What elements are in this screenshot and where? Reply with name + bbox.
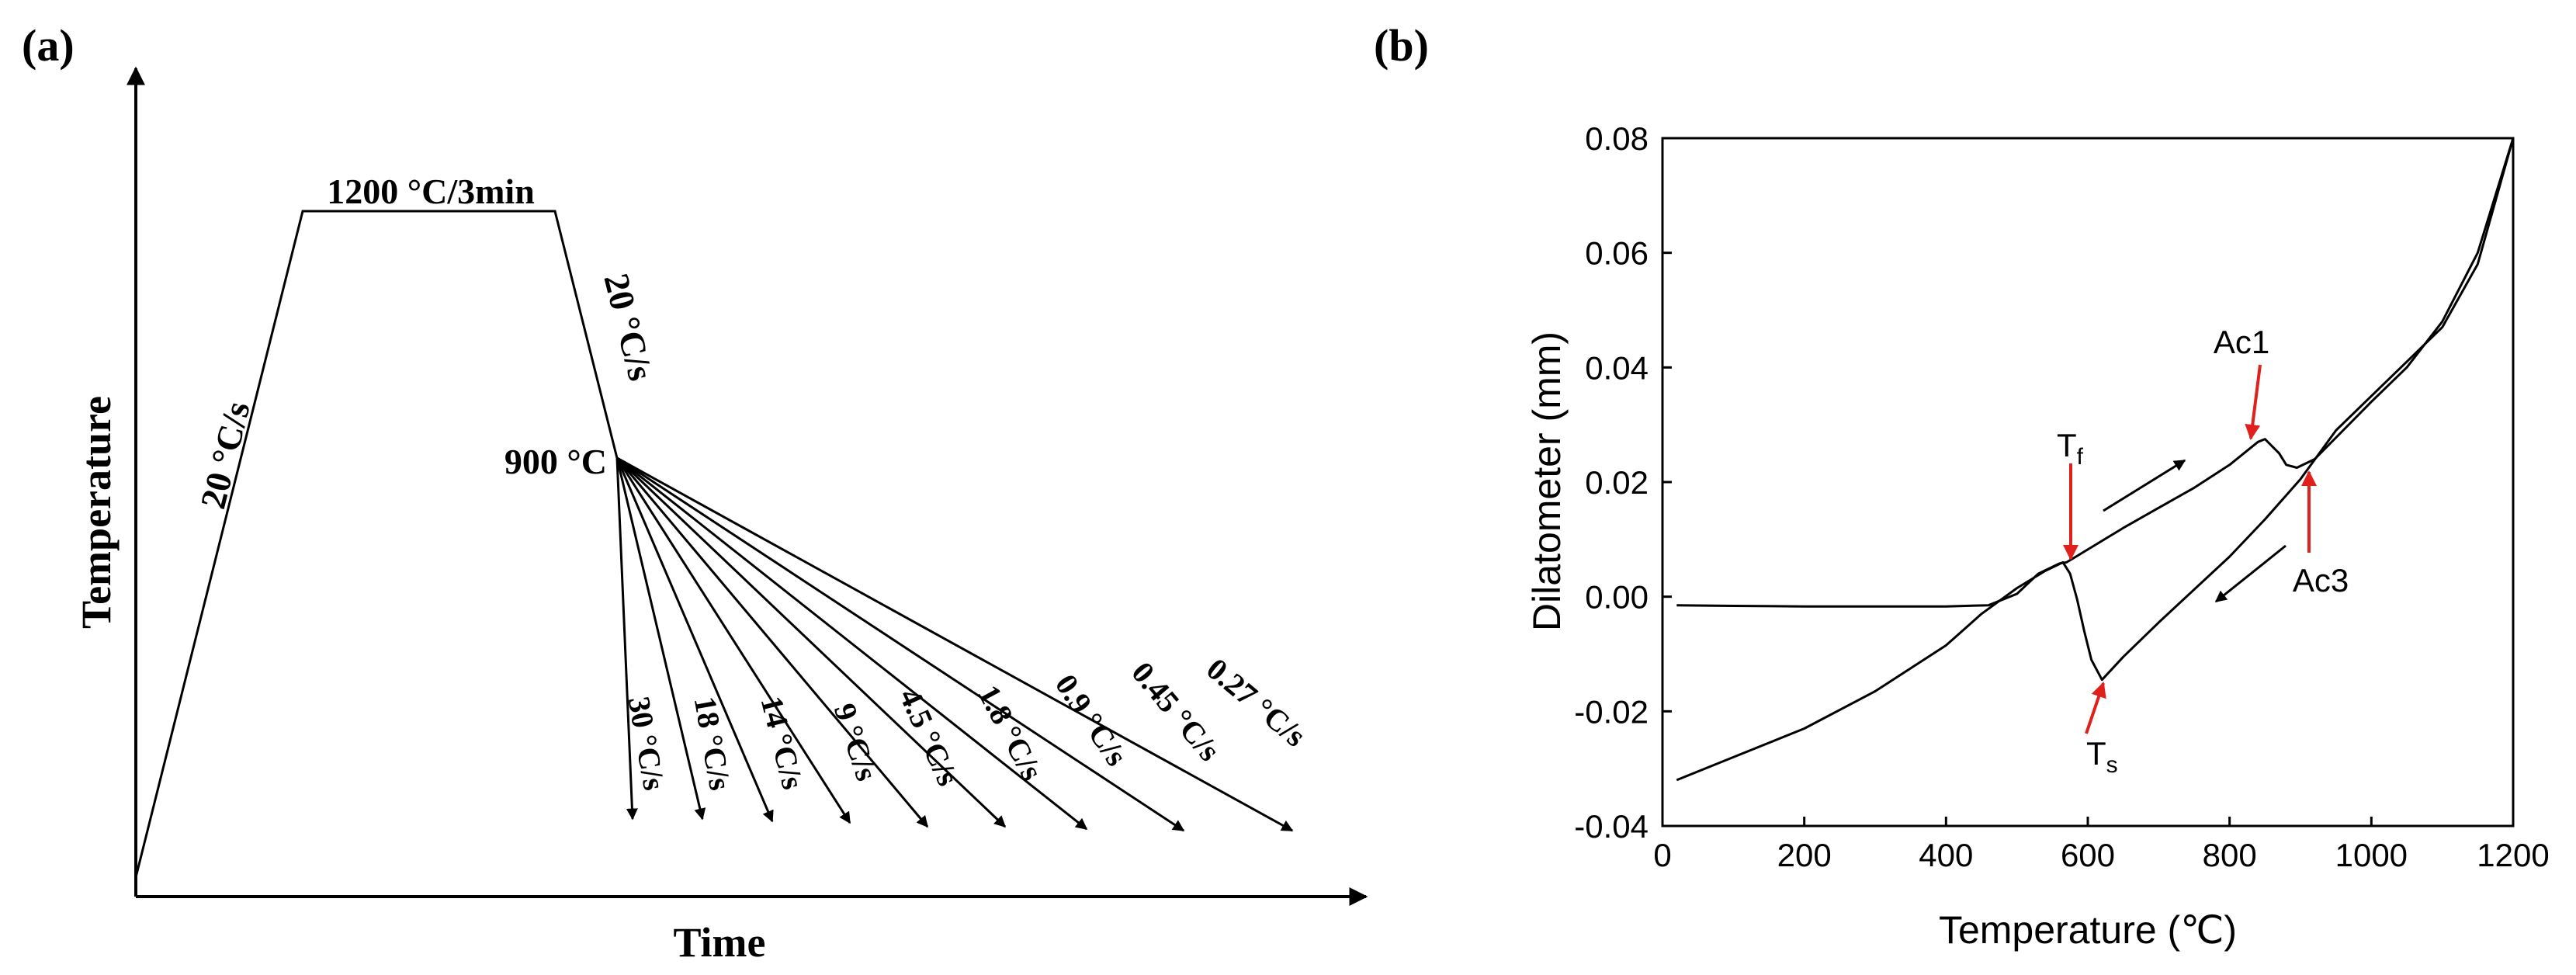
b-x-tick-label: 1000 <box>2335 837 2408 873</box>
b-plot-frame <box>1661 137 2515 828</box>
b-x-axis-label: Temperature (℃) <box>1939 908 2237 952</box>
b-ac3-label: Ac3 <box>2293 562 2349 599</box>
b-y-tick-label: 0.04 <box>1585 349 1649 386</box>
b-ticks: 0 200 400 600 800 1000 1200 -0.04 -0.02 0.00 0.02 0… <box>1574 120 2549 873</box>
a-cooling-line <box>615 457 706 821</box>
a-cooling-line <box>615 457 638 821</box>
a-cooling-line <box>615 456 1007 828</box>
b-x-tick-label: 0 <box>1653 837 1671 873</box>
a-cooling-rate-label: 18 °C/s <box>688 694 738 793</box>
a-cooling-line <box>615 457 774 823</box>
b-ac1-label: Ac1 <box>2214 324 2269 360</box>
a-cooling-fan: 30 °C/s18 °C/s14 °C/s9 °C/s4.5 °C/s1.8 °… <box>615 456 1312 832</box>
b-y-tick-label: -0.02 <box>1574 693 1649 730</box>
b-y-tick-label: 0.02 <box>1585 464 1649 501</box>
a-cooling-line <box>615 457 929 828</box>
b-heating-curve <box>1676 137 2515 608</box>
panel-b-label: (b) <box>1374 20 1429 71</box>
b-x-tick-label: 1200 <box>2477 837 2549 873</box>
a-cooling-line <box>616 456 1088 831</box>
a-cooling-line <box>615 457 851 824</box>
b-cooling-direction-arrow <box>2214 544 2287 603</box>
b-ts-label: Ts <box>2086 735 2118 778</box>
a-cooling-rate-label: 14 °C/s <box>754 692 811 793</box>
panel-a: (a) Time Temperature 20 °C/s 1200 °C/3mi… <box>22 20 1368 966</box>
b-x-tick-label: 200 <box>1777 837 1832 873</box>
b-tf-label: Tf <box>2057 427 2084 470</box>
a-cooling-line <box>616 456 1185 832</box>
b-heating-direction-arrow <box>2103 459 2186 512</box>
a-hold-label: 1200 °C/3min <box>327 172 535 211</box>
a-y-axis-label: Temperature <box>73 396 120 629</box>
a-cooling-line <box>616 456 1294 832</box>
b-y-tick-label: 0.06 <box>1585 235 1649 272</box>
b-x-tick-label: 600 <box>2061 837 2115 873</box>
a-heating-rate-label: 20 °C/s <box>192 397 257 512</box>
a-temperature-profile <box>134 210 619 878</box>
b-y-tick-label: -0.04 <box>1574 808 1649 845</box>
b-y-tick-label: 0.08 <box>1585 120 1649 157</box>
b-ac1-arrow <box>2245 364 2262 440</box>
b-y-axis-label: Dilatometer (mm) <box>1525 331 1569 631</box>
b-ts-arrow <box>2085 682 2106 734</box>
b-cooling-curve <box>1676 137 2515 782</box>
panel-b: (b) 0 200 400 600 800 1000 1200-0.04-0.020.000… <box>1374 20 2550 952</box>
a-cooling-rate-label: 4.5 °C/s <box>893 683 966 790</box>
b-y-tick-label: 0.00 <box>1585 579 1649 616</box>
b-x-tick-label: 400 <box>1919 837 1973 873</box>
b-x-tick-label: 800 <box>2203 837 2257 873</box>
a-cooling-rate-label: 20 °C/s <box>596 269 660 384</box>
b-series-group <box>1676 137 2515 782</box>
panel-a-label: (a) <box>22 20 75 71</box>
a-start-temperature-label: 900 °C <box>504 442 607 481</box>
a-x-axis-label: Time <box>674 919 766 966</box>
